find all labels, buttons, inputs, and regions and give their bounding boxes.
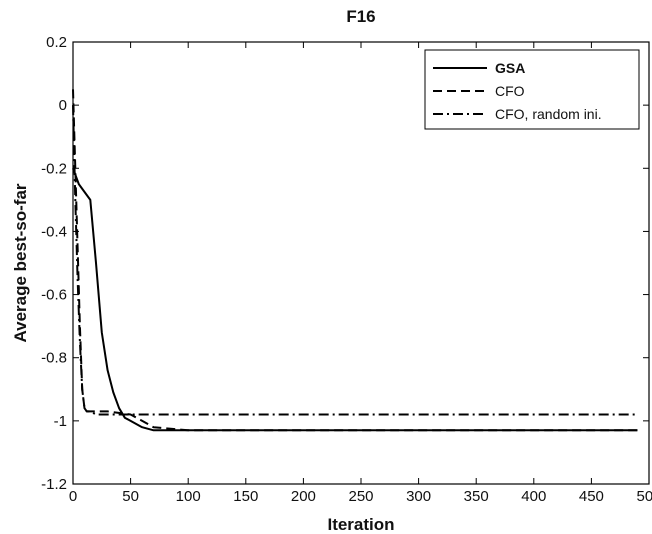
x-tick-label: 450: [579, 488, 604, 505]
axis-ticks: 0 50 100 150 200 250 300 350 400 450 500 0.2 0 -0.2 -0…: [41, 34, 652, 505]
x-tick-label: 300: [406, 488, 431, 505]
y-axis-label: Average best-so-far: [11, 183, 30, 342]
y-tick-label: -0.8: [41, 350, 67, 367]
x-tick-label: 200: [291, 488, 316, 505]
x-tick-label: 500: [636, 488, 652, 505]
x-tick-label: 250: [348, 488, 373, 505]
x-axis-label: Iteration: [327, 515, 394, 534]
y-tick-label: -1.2: [41, 476, 67, 493]
y-tick-label: 0: [59, 97, 67, 114]
chart-title: F16: [346, 7, 375, 26]
y-tick-label: 0.2: [46, 34, 67, 51]
legend: GSA CFO CFO, random ini.: [424, 49, 640, 130]
x-tick-label: 0: [69, 488, 77, 505]
x-tick-label: 100: [176, 488, 201, 505]
y-tick-label: -0.6: [41, 287, 67, 304]
legend-label-3: CFO, random ini.: [495, 106, 602, 122]
y-tick-label: -1: [54, 413, 67, 430]
legend-box: [424, 49, 640, 130]
x-tick-label: 400: [521, 488, 546, 505]
data-series: [72, 89, 638, 432]
x-tick-label: 150: [233, 488, 258, 505]
y-tick-label: -0.2: [41, 160, 67, 177]
x-tick-label: 50: [122, 488, 139, 505]
legend-label-1: GSA: [495, 60, 525, 76]
series-line-3: [72, 105, 638, 416]
y-tick-label: -0.4: [41, 223, 67, 240]
legend-label-2: CFO: [495, 83, 525, 99]
x-tick-label: 350: [464, 488, 489, 505]
